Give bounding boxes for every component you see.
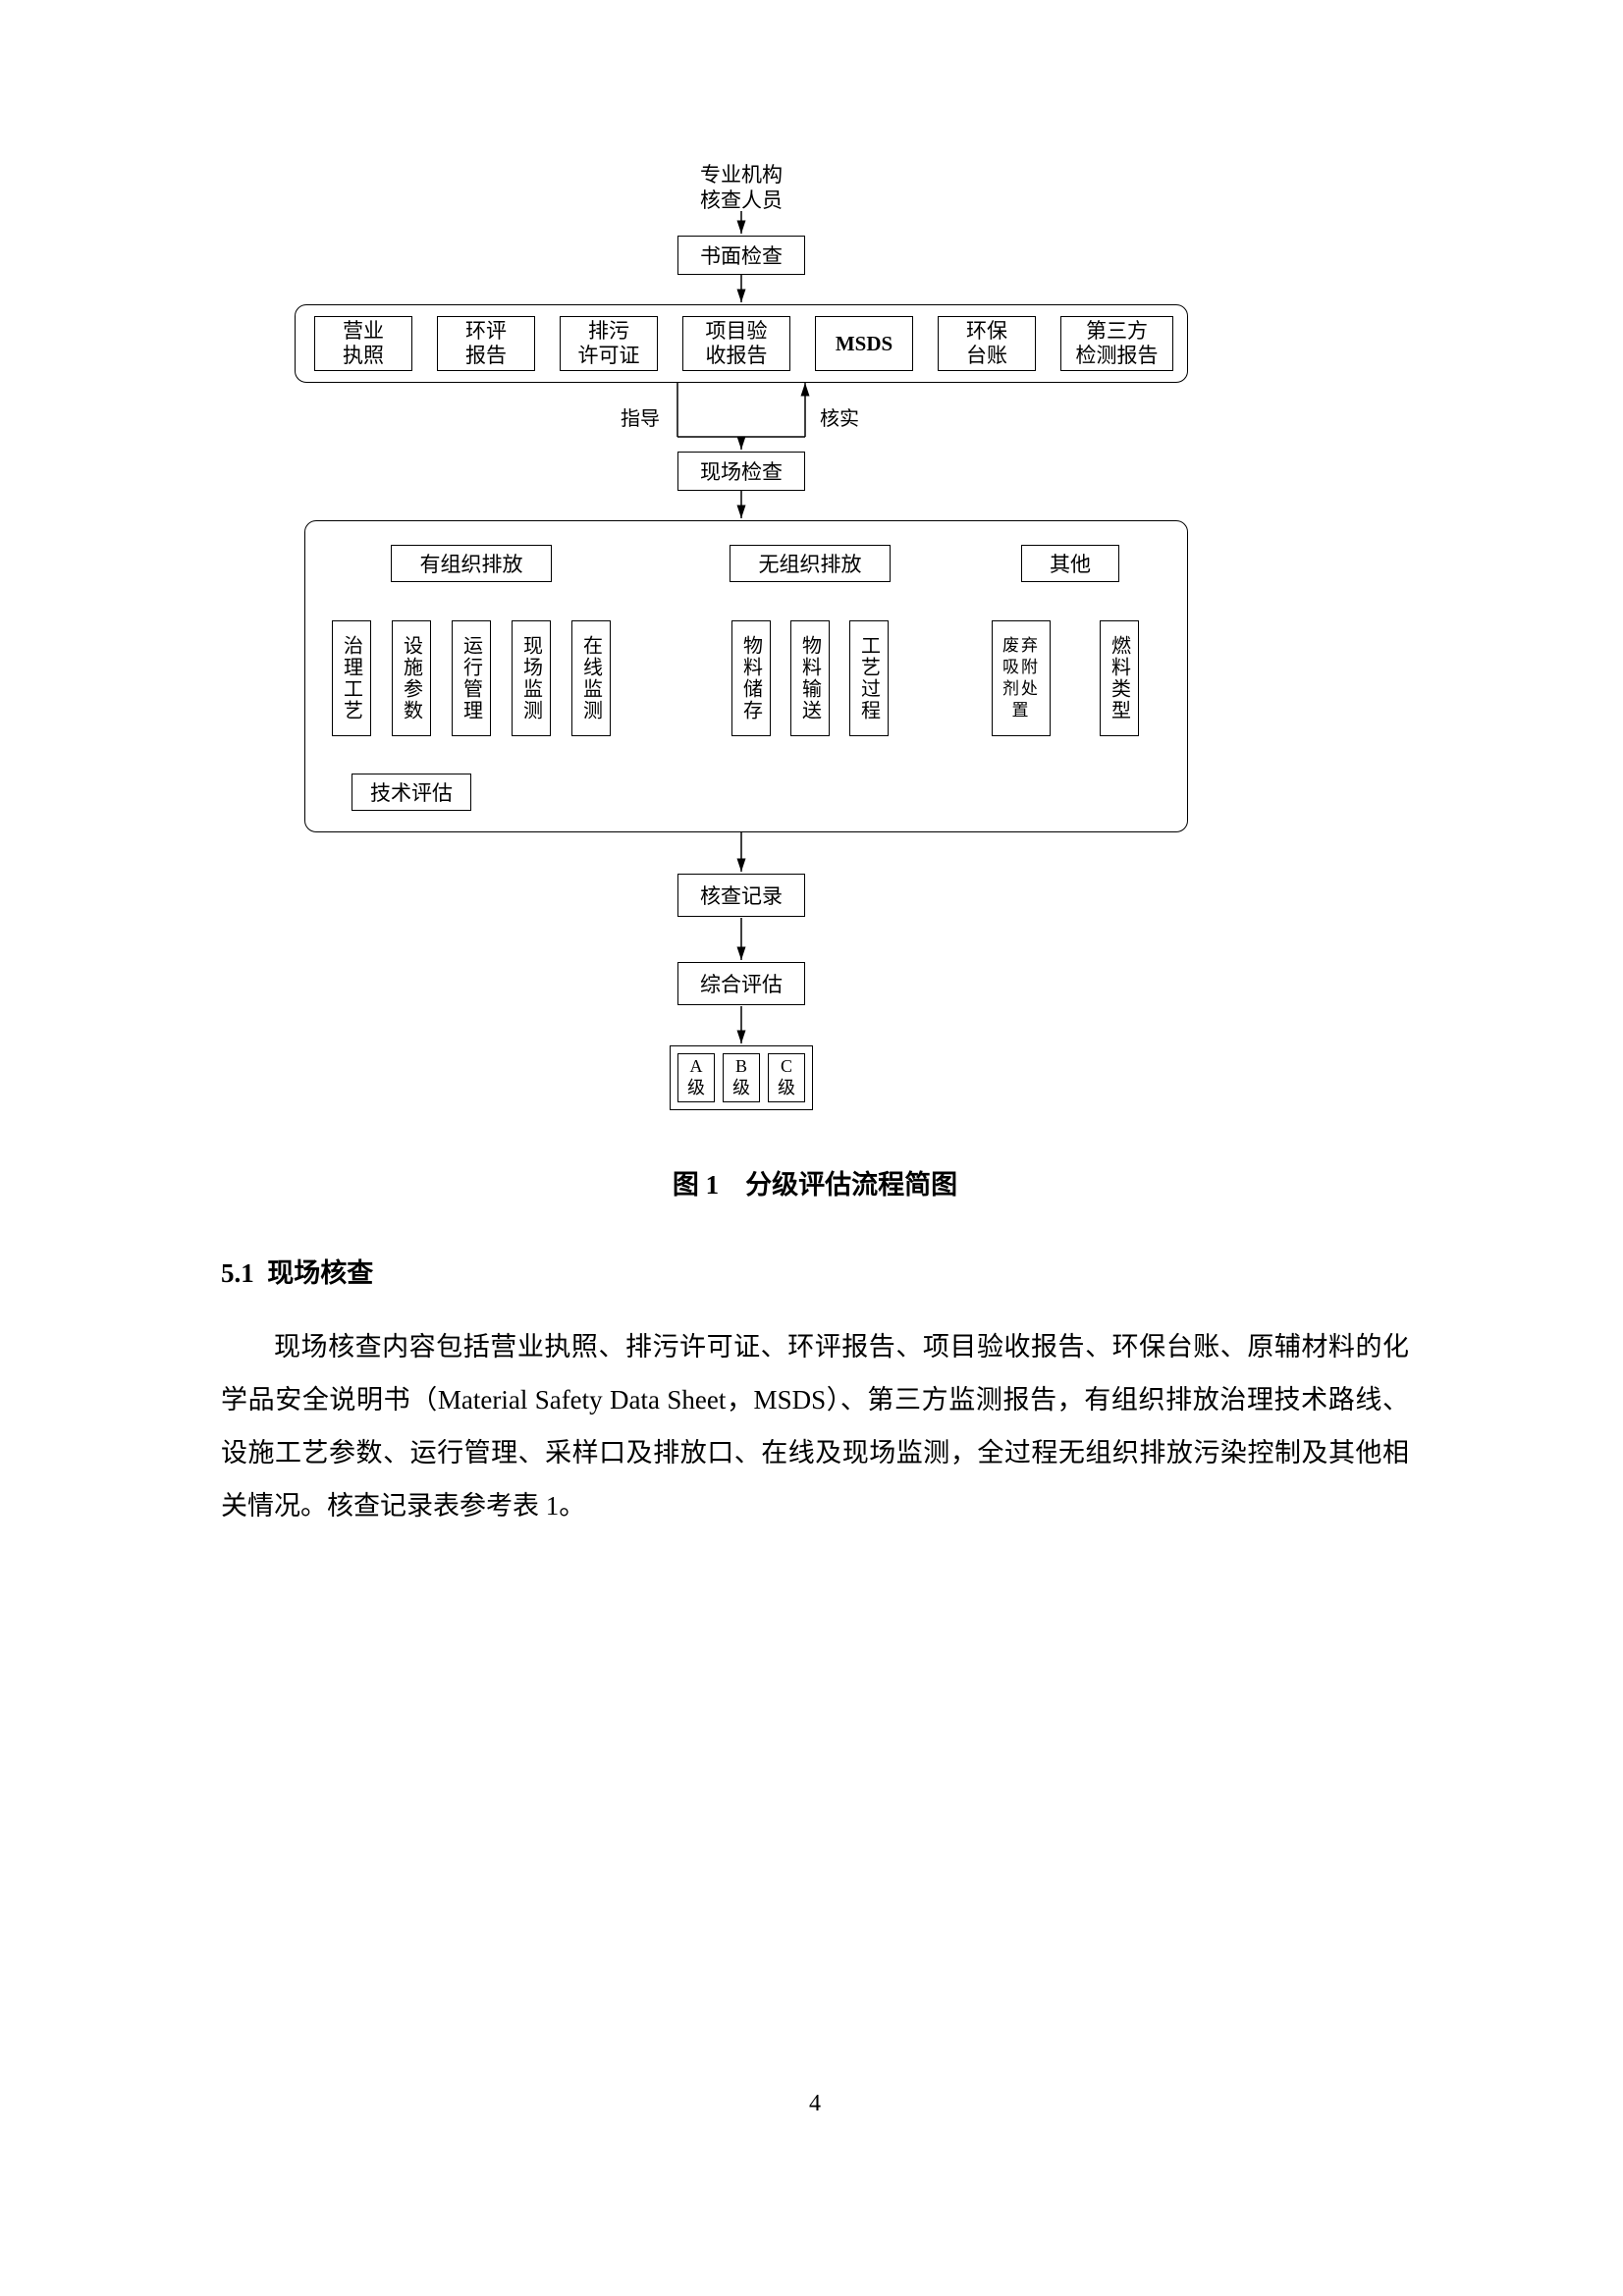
grade-a: A级 bbox=[677, 1053, 715, 1102]
right-item-1: 燃料类型 bbox=[1100, 620, 1139, 736]
step-doc-check: 书面检查 bbox=[677, 236, 805, 275]
figure-caption: 图 1 分级评估流程简图 bbox=[550, 1163, 1080, 1201]
grade-b: B级 bbox=[723, 1053, 760, 1102]
step-site-check: 现场检查 bbox=[677, 452, 805, 491]
group-right-title: 其他 bbox=[1021, 545, 1119, 582]
edge-label-guide: 指导 bbox=[621, 402, 660, 431]
step1-label: 书面检查 bbox=[700, 240, 783, 270]
flow-start-label: 专业机构 核查人员 bbox=[687, 162, 795, 214]
left-item-0: 治理工艺 bbox=[332, 620, 371, 736]
left-item-2: 运行管理 bbox=[452, 620, 491, 736]
start-line1: 专业机构 bbox=[700, 163, 783, 187]
flowchart: 专业机构 核查人员 书面检查 营业执照 环评报告 排污许可证 项目验收报告 MS… bbox=[275, 157, 1355, 1217]
doc-box-4: MSDS bbox=[815, 316, 913, 371]
doc-box-0: 营业执照 bbox=[314, 316, 412, 371]
tech-eval: 技术评估 bbox=[352, 774, 471, 811]
page-number: 4 bbox=[795, 2091, 835, 2117]
doc-box-1: 环评报告 bbox=[437, 316, 535, 371]
mid-item-0: 物料储存 bbox=[731, 620, 771, 736]
step-overall: 综合评估 bbox=[677, 962, 805, 1005]
group-left-title: 有组织排放 bbox=[391, 545, 552, 582]
mid-item-1: 物料输送 bbox=[790, 620, 830, 736]
left-item-3: 现场监测 bbox=[512, 620, 551, 736]
step-record: 核查记录 bbox=[677, 874, 805, 917]
start-line2: 核查人员 bbox=[700, 188, 783, 212]
group-mid-title: 无组织排放 bbox=[730, 545, 891, 582]
doc-box-3: 项目验收报告 bbox=[682, 316, 790, 371]
doc-box-5: 环保台账 bbox=[938, 316, 1036, 371]
section-title: 现场核查 bbox=[267, 1258, 373, 1288]
left-item-1: 设施参数 bbox=[392, 620, 431, 736]
edge-label-verify: 核实 bbox=[820, 402, 859, 431]
page: 专业机构 核查人员 书面检查 营业执照 环评报告 排污许可证 项目验收报告 MS… bbox=[0, 0, 1623, 2296]
body-paragraph: 现场核查内容包括营业执照、排污许可证、环评报告、项目验收报告、环保台账、原辅材料… bbox=[221, 1320, 1409, 1532]
section-num: 5.1 bbox=[221, 1258, 254, 1288]
mid-item-2: 工艺过程 bbox=[849, 620, 889, 736]
left-item-4: 在线监测 bbox=[571, 620, 611, 736]
right-item-0: 废弃吸附剂处置 bbox=[992, 620, 1051, 736]
step2-label: 现场检查 bbox=[700, 456, 783, 486]
doc-box-6: 第三方检测报告 bbox=[1060, 316, 1173, 371]
grade-c: C级 bbox=[768, 1053, 805, 1102]
doc-box-2: 排污许可证 bbox=[560, 316, 658, 371]
section-heading: 5.1 现场核查 bbox=[221, 1252, 373, 1290]
